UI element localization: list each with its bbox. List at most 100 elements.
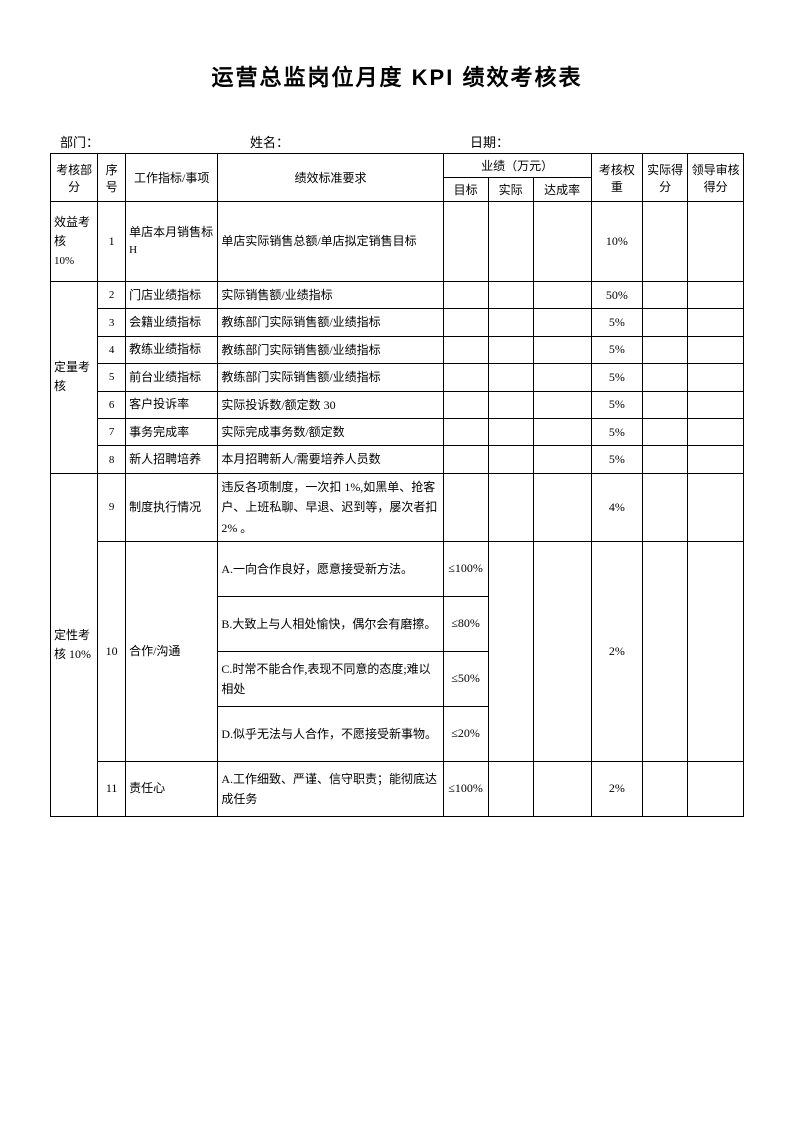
l-8 <box>688 446 744 473</box>
item-1-label: 单店本月销售标 <box>129 225 213 239</box>
item-5: 前台业绩指标 <box>126 364 218 391</box>
a-6 <box>488 391 533 418</box>
rate-11 <box>533 761 591 816</box>
w-11: 2% <box>591 761 642 816</box>
a-10 <box>488 541 533 761</box>
w-6: 5% <box>591 391 642 418</box>
a-2 <box>488 282 533 309</box>
rate-6 <box>533 391 591 418</box>
std-10a: A.一向合作良好，愿意接受新方法。 <box>218 541 443 596</box>
rate-8 <box>533 446 591 473</box>
item-2: 门店业绩指标 <box>126 282 218 309</box>
section-quant-label: 定量考核 <box>54 360 90 393</box>
w-1: 10% <box>591 202 642 282</box>
meta-row: 部门： 姓名： 日期： <box>50 132 744 151</box>
seq-2: 2 <box>98 282 126 309</box>
header-row-1: 考核部分 序号 工作指标/事项 绩效标准要求 业绩（万元） 考核权重 实际得分 … <box>51 154 744 178</box>
rate-4 <box>533 336 591 363</box>
a-11 <box>488 761 533 816</box>
std-7: 实际完成事务数/额定数 <box>218 418 443 445</box>
std-11: A.工作细致、严谨、信守职责；能彻底达成任务 <box>218 761 443 816</box>
w-7: 5% <box>591 418 642 445</box>
s-5 <box>643 364 688 391</box>
row-9: 定性考核 10% 9 制度执行情况 违反各项制度，一次扣 1%,如黑单、抢客户、… <box>51 473 744 541</box>
s-7 <box>643 418 688 445</box>
row-2: 定量考核 2 门店业绩指标 实际销售额/业绩指标 50% <box>51 282 744 309</box>
rate-3 <box>533 309 591 336</box>
a-3 <box>488 309 533 336</box>
l-7 <box>688 418 744 445</box>
row-4: 4 教练业绩指标 教练部门实际销售额/业绩指标 5% <box>51 336 744 363</box>
s-4 <box>643 336 688 363</box>
row-3: 3 会籍业绩指标 教练部门实际销售额/业绩指标 5% <box>51 309 744 336</box>
item-9: 制度执行情况 <box>126 473 218 541</box>
th-rate: 达成率 <box>533 178 591 202</box>
row-10a: 10 合作/沟通 A.一向合作良好，愿意接受新方法。 ≤100% 2% <box>51 541 744 596</box>
meta-dept-label: 部门： <box>60 132 250 151</box>
seq-5: 5 <box>98 364 126 391</box>
t-4 <box>443 336 488 363</box>
t-7 <box>443 418 488 445</box>
t-2 <box>443 282 488 309</box>
item-10: 合作/沟通 <box>126 541 218 761</box>
w-9: 4% <box>591 473 642 541</box>
th-leader: 领导审核得分 <box>688 154 744 202</box>
section-benefit-label: 效益考核 <box>54 215 90 248</box>
l-4 <box>688 336 744 363</box>
s-10 <box>643 541 688 761</box>
a-8 <box>488 446 533 473</box>
row-7: 7 事务完成率 实际完成事务数/额定数 5% <box>51 418 744 445</box>
l-2 <box>688 282 744 309</box>
th-weight: 考核权重 <box>591 154 642 202</box>
rate-10 <box>533 541 591 761</box>
th-perf-group: 业绩（万元） <box>443 154 591 178</box>
std-10d: D.似乎无法与人合作，不愿接受新事物。 <box>218 706 443 761</box>
th-actual: 实际 <box>488 178 533 202</box>
seq-1: 1 <box>98 202 126 282</box>
a-4 <box>488 336 533 363</box>
t-6 <box>443 391 488 418</box>
a-7 <box>488 418 533 445</box>
seq-7: 7 <box>98 418 126 445</box>
s-3 <box>643 309 688 336</box>
rate-1 <box>533 202 591 282</box>
row-1: 效益考核 10% 1 单店本月销售标 H 单店实际销售总额/单店拟定销售目标 1… <box>51 202 744 282</box>
seq-9: 9 <box>98 473 126 541</box>
std-5: 教练部门实际销售额/业绩指标 <box>218 364 443 391</box>
std-10b: B.大致上与人相处愉快，偶尔会有磨擦。 <box>218 596 443 651</box>
s-6 <box>643 391 688 418</box>
meta-date-label: 日期： <box>470 132 744 151</box>
a-1 <box>488 202 533 282</box>
t-11: ≤100% <box>443 761 488 816</box>
w-10: 2% <box>591 541 642 761</box>
l-10 <box>688 541 744 761</box>
th-section: 考核部分 <box>51 154 98 202</box>
item-1: 单店本月销售标 H <box>126 202 218 282</box>
th-seq: 序号 <box>98 154 126 202</box>
th-item: 工作指标/事项 <box>126 154 218 202</box>
section-quant: 定量考核 <box>51 282 98 474</box>
item-4: 教练业绩指标 <box>126 336 218 363</box>
item-1-sub: H <box>129 242 214 260</box>
s-8 <box>643 446 688 473</box>
kpi-table: 考核部分 序号 工作指标/事项 绩效标准要求 业绩（万元） 考核权重 实际得分 … <box>50 153 744 817</box>
std-2: 实际销售额/业绩指标 <box>218 282 443 309</box>
item-11: 责任心 <box>126 761 218 816</box>
row-11: 11 责任心 A.工作细致、严谨、信守职责；能彻底达成任务 ≤100% 2% <box>51 761 744 816</box>
seq-10: 10 <box>98 541 126 761</box>
t-1 <box>443 202 488 282</box>
w-2: 50% <box>591 282 642 309</box>
t-5 <box>443 364 488 391</box>
seq-4: 4 <box>98 336 126 363</box>
w-3: 5% <box>591 309 642 336</box>
std-4: 教练部门实际销售额/业绩指标 <box>218 336 443 363</box>
std-6: 实际投诉数/额定数 30 <box>218 391 443 418</box>
std-10c: C.时常不能合作,表现不同意的态度;难以相处 <box>218 651 443 706</box>
l-1 <box>688 202 744 282</box>
item-7: 事务完成率 <box>126 418 218 445</box>
std-3: 教练部门实际销售额/业绩指标 <box>218 309 443 336</box>
l-11 <box>688 761 744 816</box>
s-11 <box>643 761 688 816</box>
std-8: 本月招聘新人/需要培养人员数 <box>218 446 443 473</box>
seq-3: 3 <box>98 309 126 336</box>
